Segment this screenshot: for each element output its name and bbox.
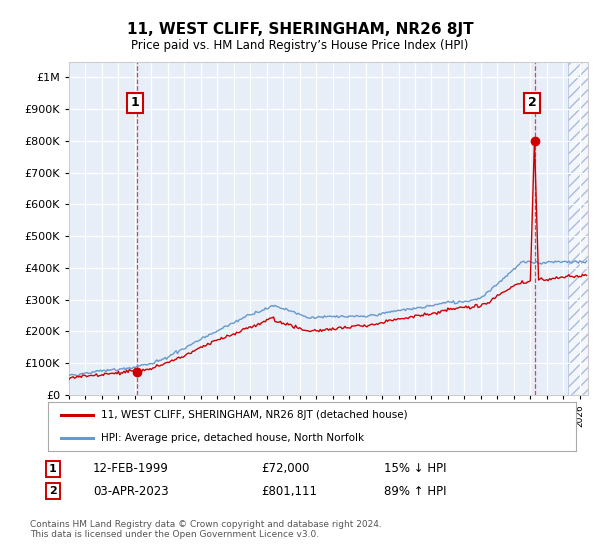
Bar: [568, 62, 588, 395]
Text: 12-FEB-1999: 12-FEB-1999: [93, 462, 169, 475]
Text: 1: 1: [49, 464, 56, 474]
Text: 89% ↑ HPI: 89% ↑ HPI: [384, 484, 446, 498]
Text: 2: 2: [49, 486, 56, 496]
Text: 11, WEST CLIFF, SHERINGHAM, NR26 8JT: 11, WEST CLIFF, SHERINGHAM, NR26 8JT: [127, 22, 473, 38]
Text: 03-APR-2023: 03-APR-2023: [93, 484, 169, 498]
Text: Contains HM Land Registry data © Crown copyright and database right 2024.
This d: Contains HM Land Registry data © Crown c…: [30, 520, 382, 539]
Text: £72,000: £72,000: [261, 462, 310, 475]
Text: 11, WEST CLIFF, SHERINGHAM, NR26 8JT (detached house): 11, WEST CLIFF, SHERINGHAM, NR26 8JT (de…: [101, 410, 407, 421]
Bar: [568, 62, 588, 395]
Text: Price paid vs. HM Land Registry’s House Price Index (HPI): Price paid vs. HM Land Registry’s House …: [131, 39, 469, 52]
Text: £801,111: £801,111: [261, 484, 317, 498]
Text: 2: 2: [528, 96, 536, 109]
Text: HPI: Average price, detached house, North Norfolk: HPI: Average price, detached house, Nort…: [101, 433, 364, 444]
Text: 15% ↓ HPI: 15% ↓ HPI: [384, 462, 446, 475]
Text: 1: 1: [131, 96, 140, 109]
